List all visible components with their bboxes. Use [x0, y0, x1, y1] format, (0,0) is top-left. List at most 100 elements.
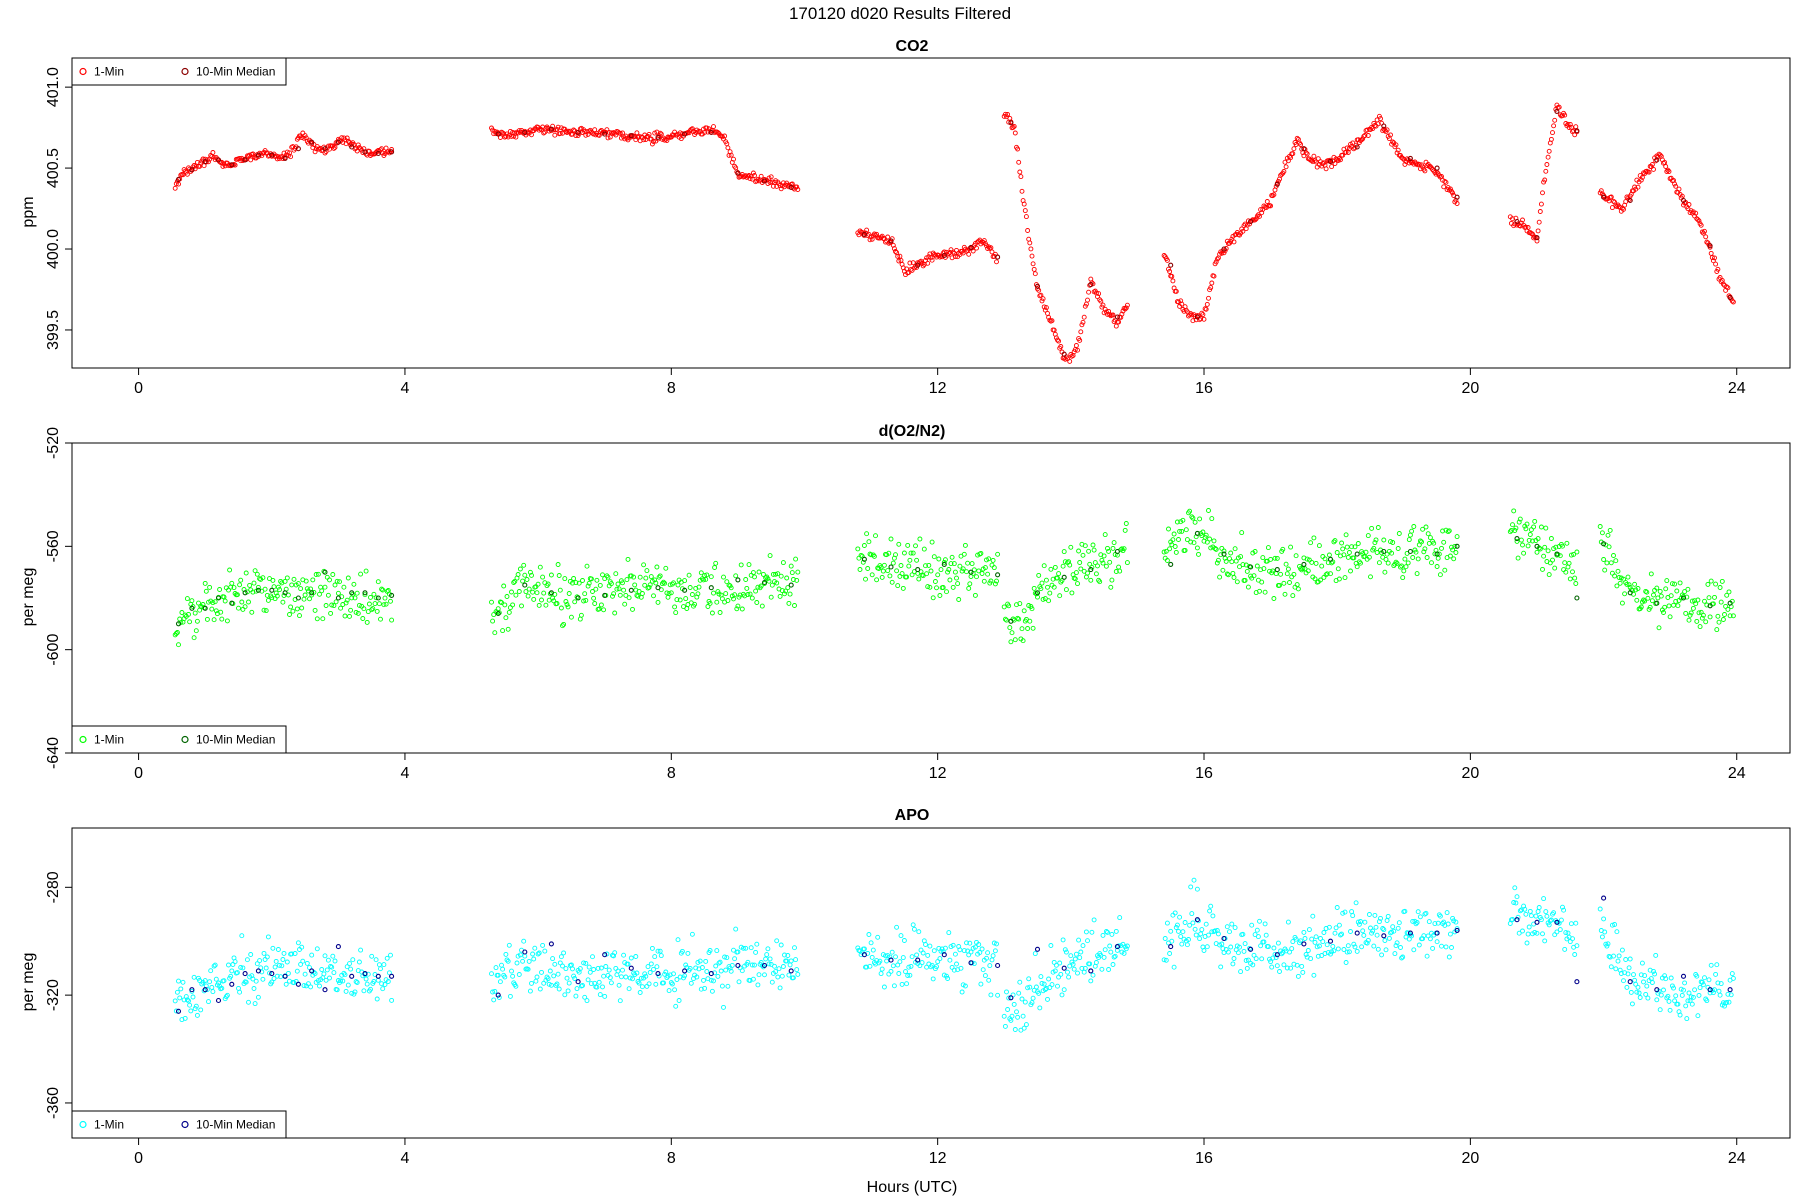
o2n2-1min-point [944, 589, 949, 595]
apo-1min-point [1352, 944, 1358, 950]
apo-1min-point [976, 942, 982, 947]
apo-1min-point [1295, 973, 1301, 979]
o2n2-1min-point [1632, 581, 1638, 587]
o2n2-median-point [175, 621, 182, 627]
apo-1min-point [618, 974, 624, 980]
apo-1min-point [192, 1006, 198, 1012]
apo-1min-point [1288, 965, 1294, 971]
o2n2-median-point [1680, 595, 1687, 601]
apo-1min-point [1090, 972, 1096, 978]
apo-1min-point [759, 963, 765, 969]
co2-1min-point [220, 163, 226, 169]
apo-1min-point [191, 974, 197, 980]
o2n2-1min-point [988, 578, 994, 584]
apo-median-point [861, 952, 867, 958]
co2-1min-point [379, 146, 385, 152]
o2n2-1min-point [510, 602, 516, 608]
apo-1min-point [1322, 951, 1328, 956]
o2n2-median-point [1088, 567, 1094, 573]
apo-1min-point [1313, 934, 1319, 940]
o2n2-1min-point [631, 574, 637, 580]
apo-1min-point [1632, 977, 1638, 983]
o2n2-median-point [1601, 541, 1607, 547]
apo-1min-point [1218, 964, 1224, 970]
o2n2-1min-point [1617, 580, 1623, 586]
apo-1min-point [942, 945, 948, 951]
apo-1min-point [490, 989, 496, 995]
apo-1min-point [1625, 971, 1631, 977]
co2-1min-point [389, 147, 395, 152]
o2n2-median-point [295, 595, 301, 601]
o2n2-1min-point [1312, 576, 1318, 582]
co2-plot-frame [71, 57, 1791, 369]
o2n2-1min-point [1294, 582, 1300, 588]
apo-1min-point [1668, 975, 1674, 981]
apo-1min-point [653, 981, 659, 987]
o2n2-1min-point [204, 616, 210, 622]
o2n2-1min-point [1388, 539, 1393, 545]
o2n2-1min-point [1046, 598, 1052, 604]
apo-1min-point [1679, 992, 1685, 998]
o2n2-1min-point [1717, 585, 1723, 590]
o2n2-1min-point [275, 584, 281, 590]
apo-1min-point [627, 975, 633, 981]
apo-1min-point [1365, 937, 1371, 943]
o2n2-1min-point [966, 585, 972, 591]
apo-1min-point [736, 979, 742, 985]
apo-1min-point [652, 954, 658, 960]
o2n2-1min-point [1182, 547, 1188, 553]
apo-1min-point [180, 979, 186, 985]
o2n2-1min-point [491, 612, 497, 618]
o2n2-1min-point [735, 603, 741, 609]
apo-1min-point [597, 992, 603, 998]
co2-1min-point [1355, 137, 1361, 143]
co2-1min-point [1384, 127, 1390, 133]
apo-1min-point [952, 951, 958, 957]
apo-1min-point [1045, 996, 1050, 1002]
o2n2-1min-point [704, 572, 710, 578]
o2n2-1min-point [1297, 563, 1302, 569]
co2-1min-point [1573, 124, 1579, 130]
o2n2-1min-point [593, 586, 599, 592]
apo-1min-point [1430, 945, 1436, 951]
o2n2-1min-point [315, 571, 321, 577]
co2-1min-point [659, 136, 665, 142]
o2n2-1min-point [313, 572, 319, 577]
apo-1min-point [198, 1007, 204, 1013]
o2n2-1min-point [338, 605, 344, 611]
apo-1min-point [645, 964, 651, 970]
apo-1min-point [968, 949, 974, 955]
apo-1min-point [1273, 955, 1279, 960]
apo-1min-point [566, 980, 572, 986]
apo-1min-point [1601, 916, 1607, 922]
o2n2-1min-point [885, 568, 891, 574]
o2n2-1min-point [572, 599, 578, 605]
apo-1min-point [1124, 943, 1130, 949]
co2-1min-point [1271, 192, 1277, 198]
o2n2-1min-point [1451, 556, 1457, 562]
co2-median-point [1381, 123, 1387, 129]
o2n2-1min-point [1649, 598, 1655, 604]
apo-median-point [602, 952, 608, 958]
o2n2-1min-point [898, 563, 904, 568]
apo-1min-point [777, 985, 783, 991]
o2n2-1min-point [712, 565, 718, 570]
apo-1min-point [909, 954, 915, 960]
apo-1min-point [1309, 936, 1315, 942]
o2n2-1min-point [1036, 572, 1042, 578]
o2n2-x-tick-label: 12 [929, 765, 947, 782]
apo-1min-point [1572, 952, 1578, 957]
o2n2-1min-point [960, 566, 966, 572]
apo-y-axis-label: per meg [20, 953, 37, 1012]
o2n2-1min-point [580, 578, 585, 583]
apo-1min-point [264, 954, 270, 960]
co2-1min-point [1019, 188, 1025, 194]
o2n2-1min-point [900, 585, 906, 591]
apo-x-axis: 0 4 8 12 16 20 24 [134, 1138, 1746, 1167]
o2n2-1min-point [269, 595, 275, 601]
apo-median-point [995, 962, 1001, 969]
apo-1min-point [1641, 979, 1646, 985]
co2-1min-point [1275, 178, 1281, 184]
o2n2-1min-point [942, 557, 948, 563]
apo-1min-point [1683, 1003, 1689, 1009]
